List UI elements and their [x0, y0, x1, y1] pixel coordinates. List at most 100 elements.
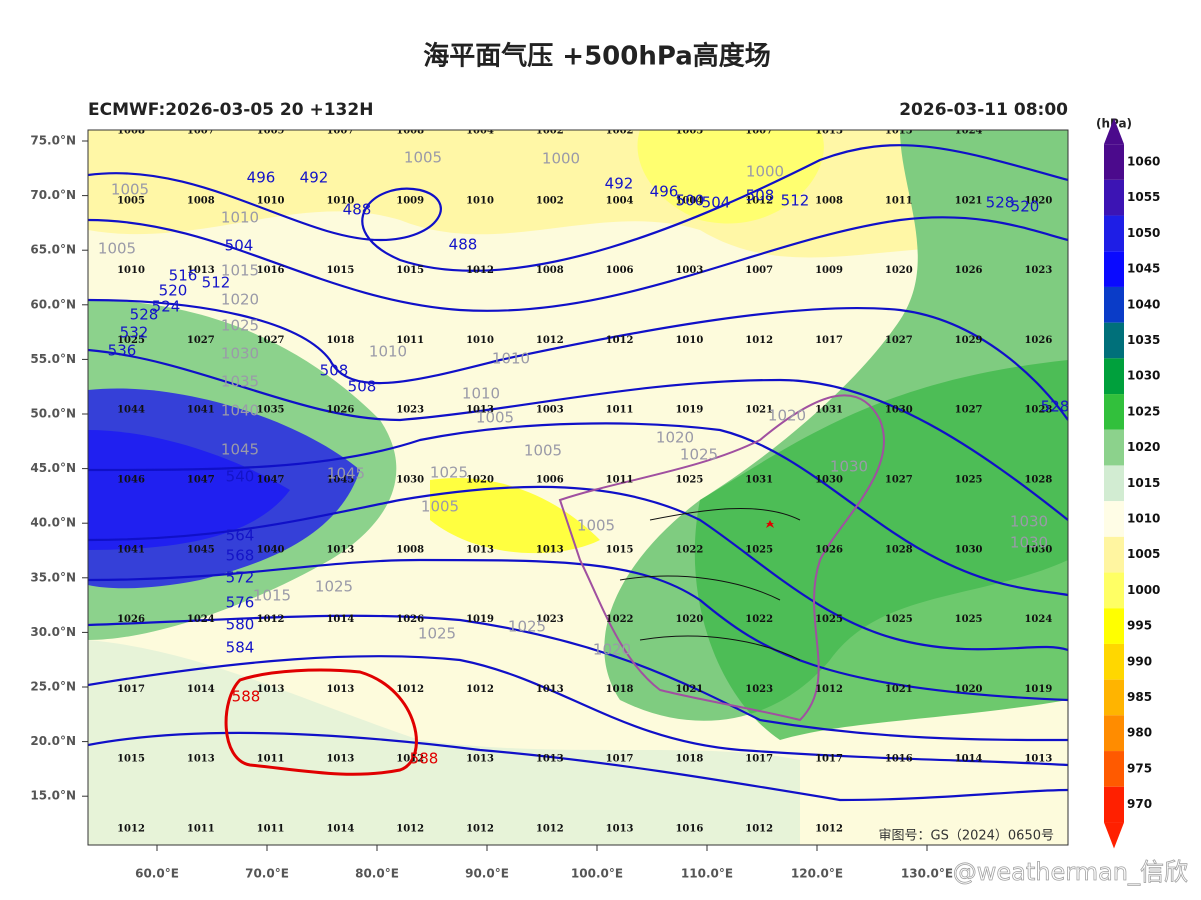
station-value: 1023 — [536, 614, 564, 625]
station-value: 1012 — [536, 824, 564, 835]
latitude-label: 70.0°N — [30, 188, 76, 202]
height-label: 512 — [202, 274, 231, 292]
height-label: 524 — [152, 298, 181, 316]
latitude-label: 50.0°N — [30, 407, 76, 421]
isobar-label: 1000 — [746, 163, 784, 181]
station-value: 1010 — [257, 195, 285, 206]
station-value: 1015 — [606, 544, 634, 555]
station-value: 1007 — [187, 126, 215, 137]
colorbar-arrow — [1104, 822, 1124, 849]
latitude-label: 55.0°N — [30, 352, 76, 366]
latitude-label: 45.0°N — [30, 461, 76, 475]
station-value: 1009 — [257, 126, 285, 137]
station-value: 1012 — [815, 824, 843, 835]
station-value: 1012 — [396, 754, 424, 765]
station-value: 1012 — [396, 824, 424, 835]
station-value: 1003 — [536, 405, 564, 416]
colorbar-label: 1060 — [1127, 155, 1160, 169]
station-value: 1017 — [815, 754, 843, 765]
station-value: 1021 — [955, 195, 983, 206]
station-value: 1008 — [396, 544, 424, 555]
colorbar-label: 980 — [1127, 726, 1152, 740]
station-value: 1011 — [257, 824, 285, 835]
colorbar-arrow — [1104, 118, 1124, 145]
station-value: 1012 — [745, 824, 773, 835]
isobar-label: 1030 — [1010, 513, 1048, 531]
colorbar-label: 1020 — [1127, 440, 1160, 454]
height-label: 572 — [226, 569, 255, 587]
longitude-label: 100.0°E — [571, 867, 623, 881]
colorbar-segment — [1104, 429, 1124, 466]
station-value: 1026 — [326, 405, 354, 416]
station-value: 1007 — [745, 126, 773, 137]
station-value: 1002 — [606, 126, 634, 137]
isobar-label: 1025 — [418, 625, 456, 643]
colorbar-segment — [1104, 144, 1124, 180]
height-label: 492 — [605, 175, 634, 193]
map-area: 1008 1007 1009 1007 1008 1004 1002 1002 1005 1007… — [88, 126, 1068, 845]
watermark: @weatherman_信欣 — [953, 858, 1188, 886]
isobar-label: 1000 — [542, 150, 580, 168]
station-value: 1022 — [745, 614, 773, 625]
colorbar-segment — [1104, 179, 1124, 216]
title: 海平面气压 +500hPa高度场 — [423, 41, 771, 72]
station-value: 1013 — [1024, 754, 1052, 765]
station-value: 1045 — [326, 475, 354, 486]
isobar-label: 1015 — [221, 262, 259, 280]
station-value: 1012 — [396, 684, 424, 695]
station-value: 1025 — [955, 614, 983, 625]
station-value: 1004 — [466, 126, 494, 137]
colorbar-label: 1025 — [1127, 404, 1160, 418]
station-value: 1024 — [1024, 614, 1052, 625]
station-value: 1027 — [885, 475, 913, 486]
station-value: 1025 — [955, 475, 983, 486]
station-value: 1024 — [187, 614, 215, 625]
colorbar-label: 975 — [1127, 761, 1152, 775]
station-value: 1012 — [815, 684, 843, 695]
height-label: 536 — [108, 342, 137, 360]
station-values: 1008 1007 1009 1007 1008 1004 1002 1002 1005 1007… — [117, 126, 1052, 835]
isobar-label: 1005 — [524, 442, 562, 460]
station-value: 1025 — [885, 614, 913, 625]
isobar-label: 1020 — [656, 429, 694, 447]
isobar-label: 1045 — [221, 441, 259, 459]
station-value: 1010 — [326, 195, 354, 206]
height-label: 512 — [781, 192, 810, 210]
station-value: 1007 — [326, 126, 354, 137]
station-value: 1016 — [257, 265, 285, 276]
ridge-label: 588 — [232, 688, 261, 706]
isobar-label: 1005 — [111, 181, 149, 199]
colorbar-label: 1010 — [1127, 512, 1160, 526]
height-label: 528 — [130, 306, 159, 324]
station-value: 1010 — [466, 335, 494, 346]
colorbar-segment — [1104, 786, 1124, 823]
isobar-label: 1010 — [462, 385, 500, 403]
colorbar-label: 1040 — [1127, 297, 1160, 311]
latitude-label: 30.0°N — [30, 625, 76, 639]
station-value: 1035 — [257, 405, 285, 416]
height-label: 504 — [702, 194, 731, 212]
height-label: 576 — [226, 594, 255, 612]
station-value: 1019 — [466, 614, 494, 625]
station-value: 1012 — [257, 614, 285, 625]
station-value: 1013 — [536, 684, 564, 695]
isobar-label: 1030 — [830, 458, 868, 476]
station-value: 1020 — [675, 614, 703, 625]
height-label: 568 — [226, 547, 255, 565]
colorbar-segment — [1104, 679, 1124, 716]
station-value: 1026 — [1024, 335, 1052, 346]
colorbar-segment — [1104, 394, 1124, 430]
colorbar-label: 995 — [1127, 619, 1152, 633]
colorbar-segment — [1104, 608, 1124, 644]
isobar-label: 1025 — [508, 618, 546, 636]
ridge-label: 588 — [410, 750, 439, 768]
isobar-label: 1015 — [253, 587, 291, 605]
height-label: 516 — [169, 267, 198, 285]
station-value: 1013 — [257, 684, 285, 695]
station-value: 1013 — [536, 544, 564, 555]
isobar-label: 1025 — [315, 578, 353, 596]
station-value: 1027 — [257, 335, 285, 346]
isobar-label: 1020 — [768, 407, 806, 425]
station-value: 1025 — [117, 335, 145, 346]
height-label: 564 — [226, 527, 255, 545]
